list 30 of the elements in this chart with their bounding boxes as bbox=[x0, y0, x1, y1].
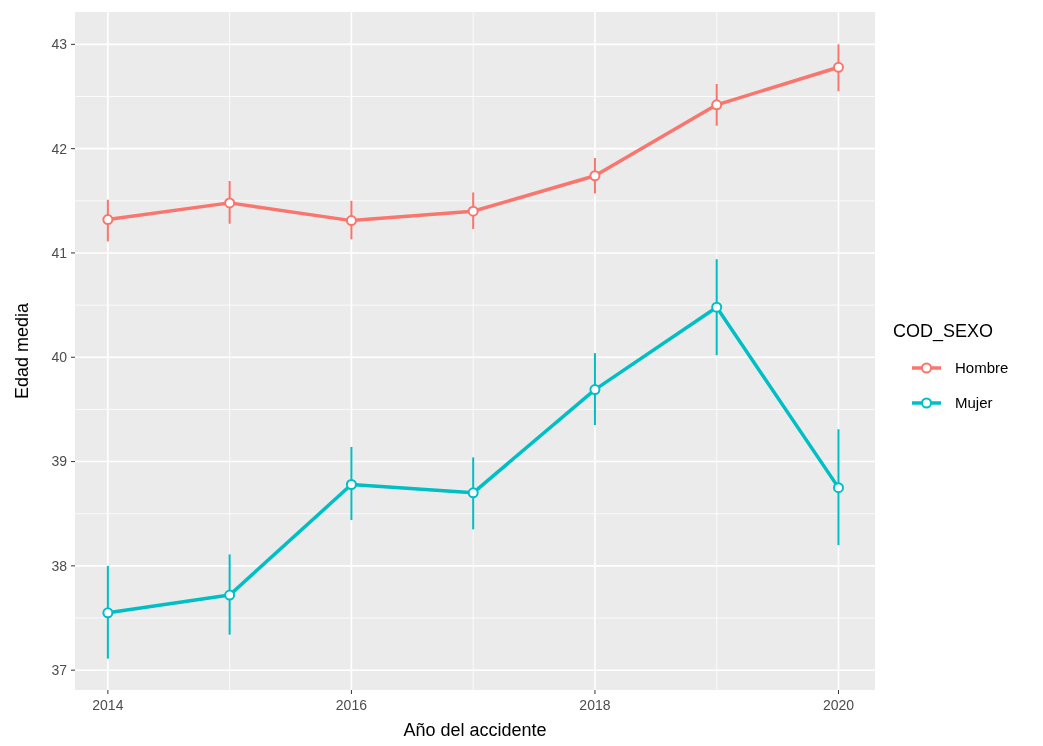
y-tick-label: 37 bbox=[51, 662, 68, 679]
point bbox=[711, 301, 723, 313]
y-tick-label: 41 bbox=[51, 244, 68, 261]
point bbox=[224, 197, 236, 209]
y-tick-label: 39 bbox=[51, 453, 68, 470]
y-axis-title: Edad media bbox=[12, 301, 32, 400]
y-tick-label: 38 bbox=[51, 557, 68, 574]
x-tick-label: 2020 bbox=[822, 697, 855, 713]
point bbox=[832, 61, 844, 73]
x-axis-title: Año del accidente bbox=[403, 720, 547, 740]
point bbox=[467, 205, 479, 217]
x-tick-label: 2018 bbox=[579, 697, 611, 713]
point bbox=[224, 589, 236, 601]
point bbox=[345, 215, 357, 227]
point bbox=[589, 170, 601, 182]
legend-title: COD_SEXO bbox=[893, 321, 994, 342]
y-tick-label: 42 bbox=[51, 140, 68, 157]
point bbox=[832, 482, 844, 494]
point bbox=[345, 479, 357, 491]
point bbox=[467, 487, 479, 499]
point bbox=[711, 99, 723, 111]
x-tick-label: 2014 bbox=[92, 697, 124, 713]
point bbox=[102, 607, 114, 619]
legend-label: Hombre bbox=[955, 359, 1009, 377]
y-tick-label: 43 bbox=[51, 36, 68, 53]
legend-label: Mujer bbox=[955, 394, 993, 412]
point bbox=[102, 214, 114, 226]
y-tick-label: 40 bbox=[51, 349, 68, 366]
x-tick-label: 2016 bbox=[335, 697, 368, 713]
point bbox=[589, 384, 601, 396]
